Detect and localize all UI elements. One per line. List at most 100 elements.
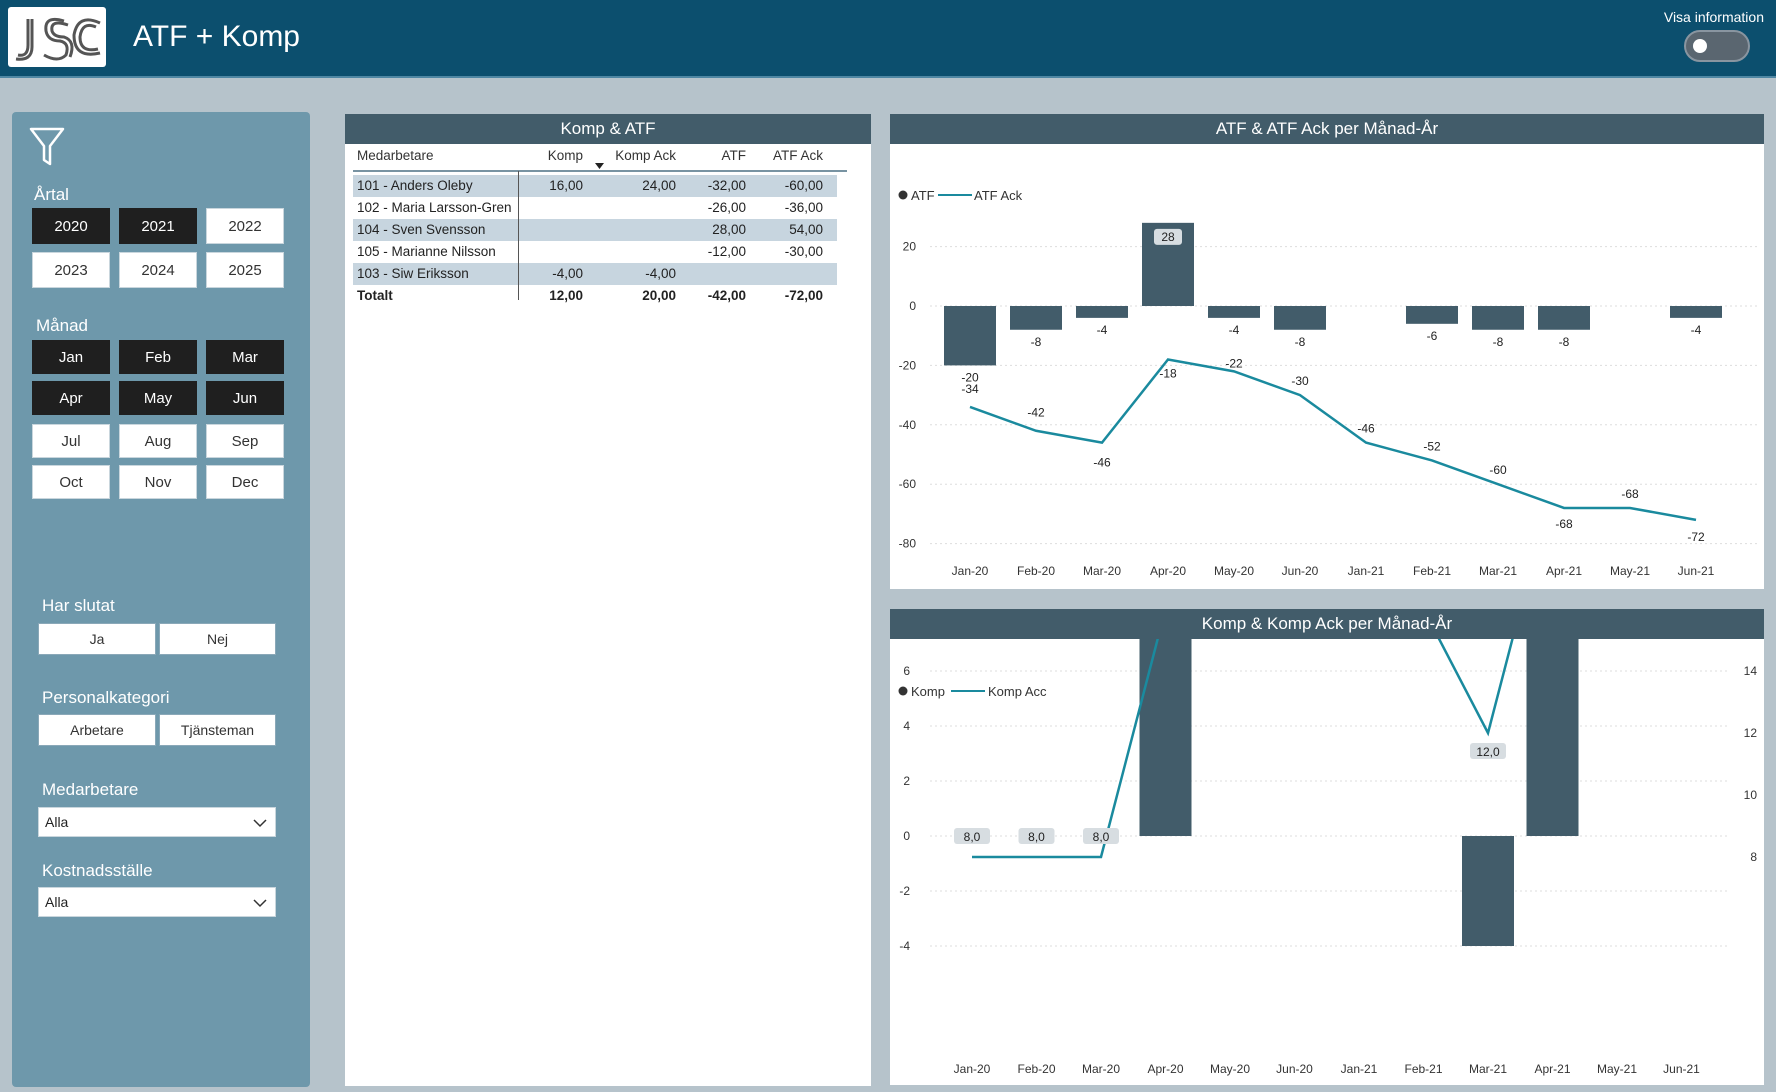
- table-cell: 105 - Marianne Nilsson: [357, 244, 496, 259]
- y-tick-label: 0: [903, 829, 910, 843]
- col-atf[interactable]: ATF: [721, 148, 747, 163]
- komp-acc-label: 8,0: [1028, 830, 1045, 844]
- year-button-2021[interactable]: 2021: [119, 208, 197, 244]
- jsc-logo: [8, 7, 106, 67]
- kostnadsstalle-dropdown[interactable]: Alla: [38, 887, 276, 917]
- x-tick-label: Feb-21: [1404, 1062, 1442, 1076]
- table-row[interactable]: 104 - Sven Svensson 28,00 54,00: [353, 219, 837, 241]
- komp-chart-title: Komp & Komp Ack per Månad-År: [890, 609, 1764, 639]
- arbetare-button[interactable]: Arbetare: [38, 714, 156, 746]
- atf-bar-label: -8: [1559, 335, 1570, 349]
- atf-bar[interactable]: [1472, 306, 1524, 330]
- komp-acc-label: 12,0: [1476, 745, 1500, 759]
- table-total-row[interactable]: Totalt 12,00 20,00 -42,00 -72,00: [353, 285, 837, 307]
- app-header: ATF + Komp Visa information: [0, 0, 1776, 78]
- y-tick-label: -80: [899, 537, 917, 551]
- table-cell: 20,00: [642, 288, 676, 303]
- atf-bar[interactable]: [1208, 306, 1260, 318]
- table-row[interactable]: 105 - Marianne Nilsson -12,00 -30,00: [353, 241, 837, 263]
- table-cell: -12,00: [707, 244, 746, 259]
- atf-ack-label: -72: [1687, 530, 1705, 544]
- atf-bar[interactable]: [1010, 306, 1062, 330]
- col-komp[interactable]: Komp: [547, 148, 583, 163]
- medarbetare-dropdown[interactable]: Alla: [38, 807, 276, 837]
- atf-ack-label: -30: [1291, 374, 1309, 388]
- atf-bar-label: -8: [1031, 335, 1042, 349]
- har-slutat-ja-button[interactable]: Ja: [38, 623, 156, 655]
- month-button-feb[interactable]: Feb: [119, 340, 197, 374]
- visa-information-toggle[interactable]: [1684, 30, 1750, 62]
- month-button-jan[interactable]: Jan: [32, 340, 110, 374]
- atf-chart-panel: ATF & ATF Ack per Månad-År ATF ATF Ack 20 0…: [890, 114, 1764, 589]
- x-tick-label: Feb-21: [1413, 564, 1451, 578]
- month-button-jul[interactable]: Jul: [32, 424, 110, 458]
- atf-bar[interactable]: [944, 306, 996, 366]
- atf-chart: ATF ATF Ack 20 0 -20 -40 -60 -80 Jan-20 Feb-20 Mar…: [898, 188, 1758, 578]
- kostnadsstalle-value: Alla: [45, 894, 69, 910]
- atf-bar[interactable]: [1670, 306, 1722, 318]
- col-atf-ack[interactable]: ATF Ack: [772, 148, 823, 163]
- atf-bar[interactable]: [1274, 306, 1326, 330]
- month-button-sep[interactable]: Sep: [206, 424, 284, 458]
- tjansteman-button[interactable]: Tjänsteman: [159, 714, 276, 746]
- atf-bar-label: -6: [1427, 329, 1438, 343]
- table-cell: -4,00: [552, 266, 583, 281]
- month-button-jun[interactable]: Jun: [206, 381, 284, 415]
- atf-bar-label: 28: [1161, 230, 1175, 244]
- y-tick-label: -60: [899, 477, 917, 491]
- atf-bar[interactable]: [1538, 306, 1590, 330]
- chevron-down-icon: [253, 899, 267, 908]
- atf-bar-label: -4: [1229, 323, 1240, 337]
- atf-ack-label: -34: [961, 382, 979, 396]
- table-cell: 102 - Maria Larsson-Gren: [357, 200, 512, 215]
- legend-komp-marker: [898, 686, 908, 696]
- year-button-2022[interactable]: 2022: [206, 208, 284, 244]
- month-button-may[interactable]: May: [119, 381, 197, 415]
- month-button-dec[interactable]: Dec: [206, 465, 284, 499]
- table-cell: 28,00: [712, 222, 746, 237]
- har-slutat-nej-button[interactable]: Nej: [159, 623, 276, 655]
- month-button-aug[interactable]: Aug: [119, 424, 197, 458]
- month-button-apr[interactable]: Apr: [32, 381, 110, 415]
- month-button-mar[interactable]: Mar: [206, 340, 284, 374]
- atf-ack-line[interactable]: [969, 358, 1697, 522]
- y-tick-label: 20: [903, 240, 917, 254]
- y-tick-label: 6: [903, 664, 910, 678]
- month-button-nov[interactable]: Nov: [119, 465, 197, 499]
- komp-acc-line[interactable]: [972, 639, 1682, 859]
- table-row[interactable]: 103 - Siw Eriksson -4,00 -4,00: [353, 263, 837, 285]
- atf-bar[interactable]: [1406, 306, 1458, 324]
- x-tick-label: Jan-20: [954, 1062, 991, 1076]
- year-button-2025[interactable]: 2025: [206, 252, 284, 288]
- col-komp-ack[interactable]: Komp Ack: [615, 148, 676, 163]
- atf-ack-label: -22: [1225, 356, 1243, 370]
- table-cell: 101 - Anders Oleby: [357, 178, 473, 193]
- y2-tick-label: 12: [1744, 726, 1758, 740]
- table-row[interactable]: 101 - Anders Oleby 16,00 24,00 -32,00 -60,00: [353, 175, 837, 197]
- komp-bar[interactable]: [1139, 639, 1192, 836]
- table-row[interactable]: 102 - Maria Larsson-Gren -26,00 -36,00: [353, 197, 837, 219]
- year-button-2020[interactable]: 2020: [32, 208, 110, 244]
- table-cell: -60,00: [784, 178, 823, 193]
- x-tick-label: Jun-20: [1282, 564, 1319, 578]
- artal-label: Årtal: [34, 185, 69, 204]
- komp-bar[interactable]: [1526, 639, 1579, 836]
- table-cell: -30,00: [784, 244, 823, 259]
- har-slutat-label: Har slutat: [42, 596, 115, 615]
- komp-bar[interactable]: [1462, 836, 1514, 946]
- atf-chart-title: ATF & ATF Ack per Månad-År: [890, 114, 1764, 144]
- year-button-2023[interactable]: 2023: [32, 252, 110, 288]
- medarbetare-value: Alla: [45, 814, 69, 830]
- y-tick-label: 4: [903, 719, 910, 733]
- y-tick-label: 0: [909, 299, 916, 313]
- year-button-2024[interactable]: 2024: [119, 252, 197, 288]
- month-button-oct[interactable]: Oct: [32, 465, 110, 499]
- atf-ack-label: -18: [1159, 366, 1177, 380]
- x-tick-label: Feb-20: [1017, 564, 1055, 578]
- x-tick-label: Jun-21: [1663, 1062, 1700, 1076]
- table-cell: -26,00: [707, 200, 746, 215]
- col-medarbetare[interactable]: Medarbetare: [357, 148, 434, 163]
- komp-acc-label: 8,0: [964, 830, 981, 844]
- atf-bar[interactable]: [1076, 306, 1128, 318]
